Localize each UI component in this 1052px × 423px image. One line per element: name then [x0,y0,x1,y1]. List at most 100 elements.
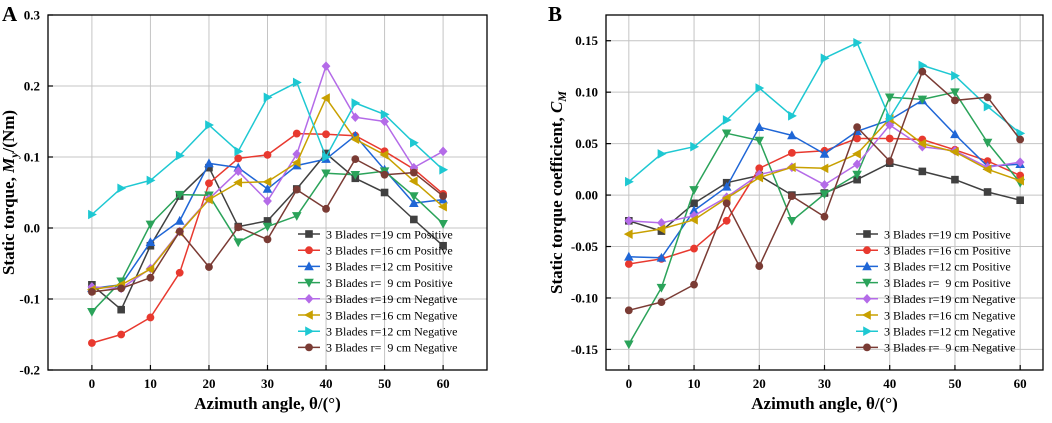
data-point [439,192,447,200]
data-point [322,130,330,139]
data-point [1015,157,1025,167]
data-point [690,141,700,152]
data-point [787,216,797,226]
data-point [884,93,895,103]
data-point [175,150,185,161]
legend-label: 3 Blades r=16 cm Negative [326,308,457,322]
data-point [87,307,97,317]
y-tick-label: -0.05 [571,239,599,254]
legend-marker [862,278,872,288]
data-point [205,163,213,172]
data-point [853,134,862,143]
data-point [263,235,272,244]
x-tick-label: 60 [1014,376,1027,391]
data-point [820,212,829,221]
data-point [234,146,244,157]
data-point [262,183,273,193]
legend-label: 3 Blades r=12 cm Positive [884,260,1011,274]
data-point [721,129,732,139]
data-point [234,154,243,163]
data-point [755,262,764,270]
data-point [205,120,214,130]
legend-marker [305,246,313,255]
data-point [657,298,666,306]
grid [606,15,1043,370]
data-point [175,268,184,277]
data-point [117,284,126,293]
data-point [234,223,243,232]
data-point [1016,196,1024,205]
legend-label: 3 Blades r=19 cm Negative [326,292,457,306]
data-point [1015,175,1024,186]
data-point [983,157,992,166]
legend-marker [304,310,313,320]
data-point [983,93,992,102]
data-point [350,170,361,180]
legend-marker [863,230,871,238]
data-point [918,167,927,176]
data-point [722,216,731,225]
data-point [1016,128,1026,139]
data-point [755,164,764,173]
data-point [657,149,667,159]
data-point [623,229,633,239]
data-point [950,129,960,139]
legend-label: 3 Blades r= 9 cm Negative [884,341,1015,355]
data-point [291,212,302,221]
data-point [885,157,894,166]
legend-marker [304,278,314,288]
data-point [690,280,698,289]
data-point [380,188,389,197]
data-point [949,147,959,157]
data-point [439,164,449,175]
legend-label: 3 Blades r=16 cm Positive [326,244,453,258]
x-tick-label: 60 [437,376,450,391]
data-point [117,305,125,314]
data-point [787,130,797,140]
data-point [322,149,330,158]
legend-marker [305,326,314,336]
legend-marker [863,343,871,352]
legend-label: 3 Blades r=16 cm Negative [884,308,1015,322]
data-point [409,192,419,202]
data-point [291,157,301,168]
data-point [146,175,156,186]
y-axis-title: Static torque, My/(Nm) [0,110,21,275]
data-point [145,264,155,274]
data-point [205,179,213,188]
data-point [853,123,862,132]
data-point [852,159,862,170]
data-point [885,120,895,130]
data-point [788,111,797,121]
data-point [321,93,330,103]
data-point [292,149,302,159]
legend-label: 3 Blades r=19 cm Positive [326,227,453,241]
data-point [233,238,244,248]
data-point [951,70,960,81]
data-point [917,95,928,105]
series-8 [88,155,447,296]
data-point [87,282,97,292]
data-point [852,170,862,180]
legend-marker [862,294,872,304]
data-point [786,162,796,173]
data-point [116,277,126,287]
series-7 [88,77,449,220]
data-point [380,116,389,127]
data-point [410,215,418,224]
legend-marker [863,326,872,336]
x-axis-title: Azimuth angle, θ/(°) [194,394,340,413]
data-point [885,113,895,123]
data-point [689,186,699,195]
data-point [722,115,732,125]
data-point [350,112,360,123]
data-point [853,175,861,184]
plot-frame [47,14,488,371]
chart-panel-a: A 0 10 20 30 40 50 60 -0.2 -0.1 0.0 0.1 0.2 0.3 Azimut… [0,2,488,413]
data-point [204,158,214,168]
y-tick-label: 0.1 [24,150,40,165]
legend-marker [862,261,872,271]
legend-label: 3 Blades r= 9 cm Positive [884,276,1011,290]
panel-label: A [2,2,18,26]
data-point [321,169,331,179]
